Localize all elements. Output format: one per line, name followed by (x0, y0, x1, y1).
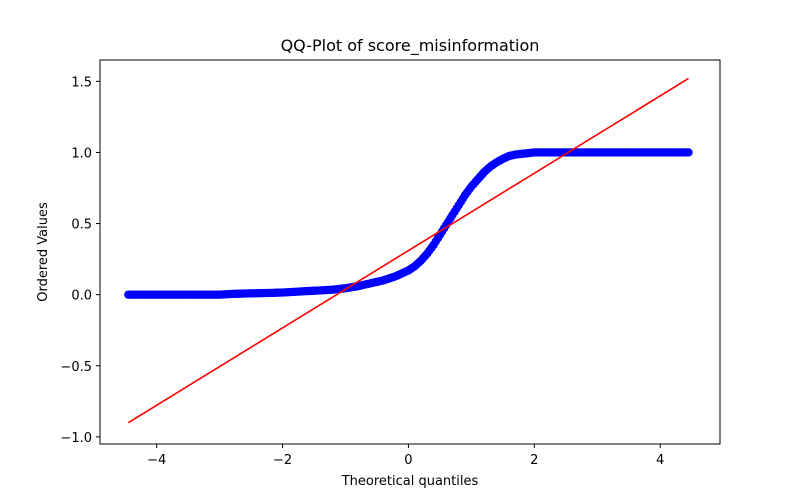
plot-area (124, 77, 693, 424)
y-tick-label: −1.0 (60, 431, 92, 446)
x-tick-label: −2 (273, 453, 292, 468)
y-tick-label: 1.0 (71, 146, 92, 161)
plot-frame (99, 59, 721, 445)
reference-line (127, 77, 689, 424)
y-tick-label: 1.5 (71, 75, 92, 90)
x-axis-label: Theoretical quantiles (341, 474, 479, 489)
y-axis-ticks: −1.0 −0.5 0.0 0.5 1.0 1.5 (60, 75, 100, 446)
qq-point (684, 148, 693, 157)
y-tick-label: 0.0 (71, 289, 92, 304)
y-tick-label: −0.5 (60, 360, 92, 375)
chart-title: QQ-Plot of score_misinformation (281, 36, 540, 56)
qq-points (124, 148, 693, 299)
x-tick-label: −4 (147, 453, 166, 468)
x-tick-label: 2 (530, 453, 538, 468)
y-tick-label: 0.5 (71, 218, 92, 233)
x-tick-label: 4 (656, 453, 664, 468)
x-axis-ticks: −4 −2 0 2 4 (147, 444, 664, 468)
x-tick-label: 0 (404, 453, 412, 468)
y-axis-label: Ordered Values (36, 202, 51, 302)
